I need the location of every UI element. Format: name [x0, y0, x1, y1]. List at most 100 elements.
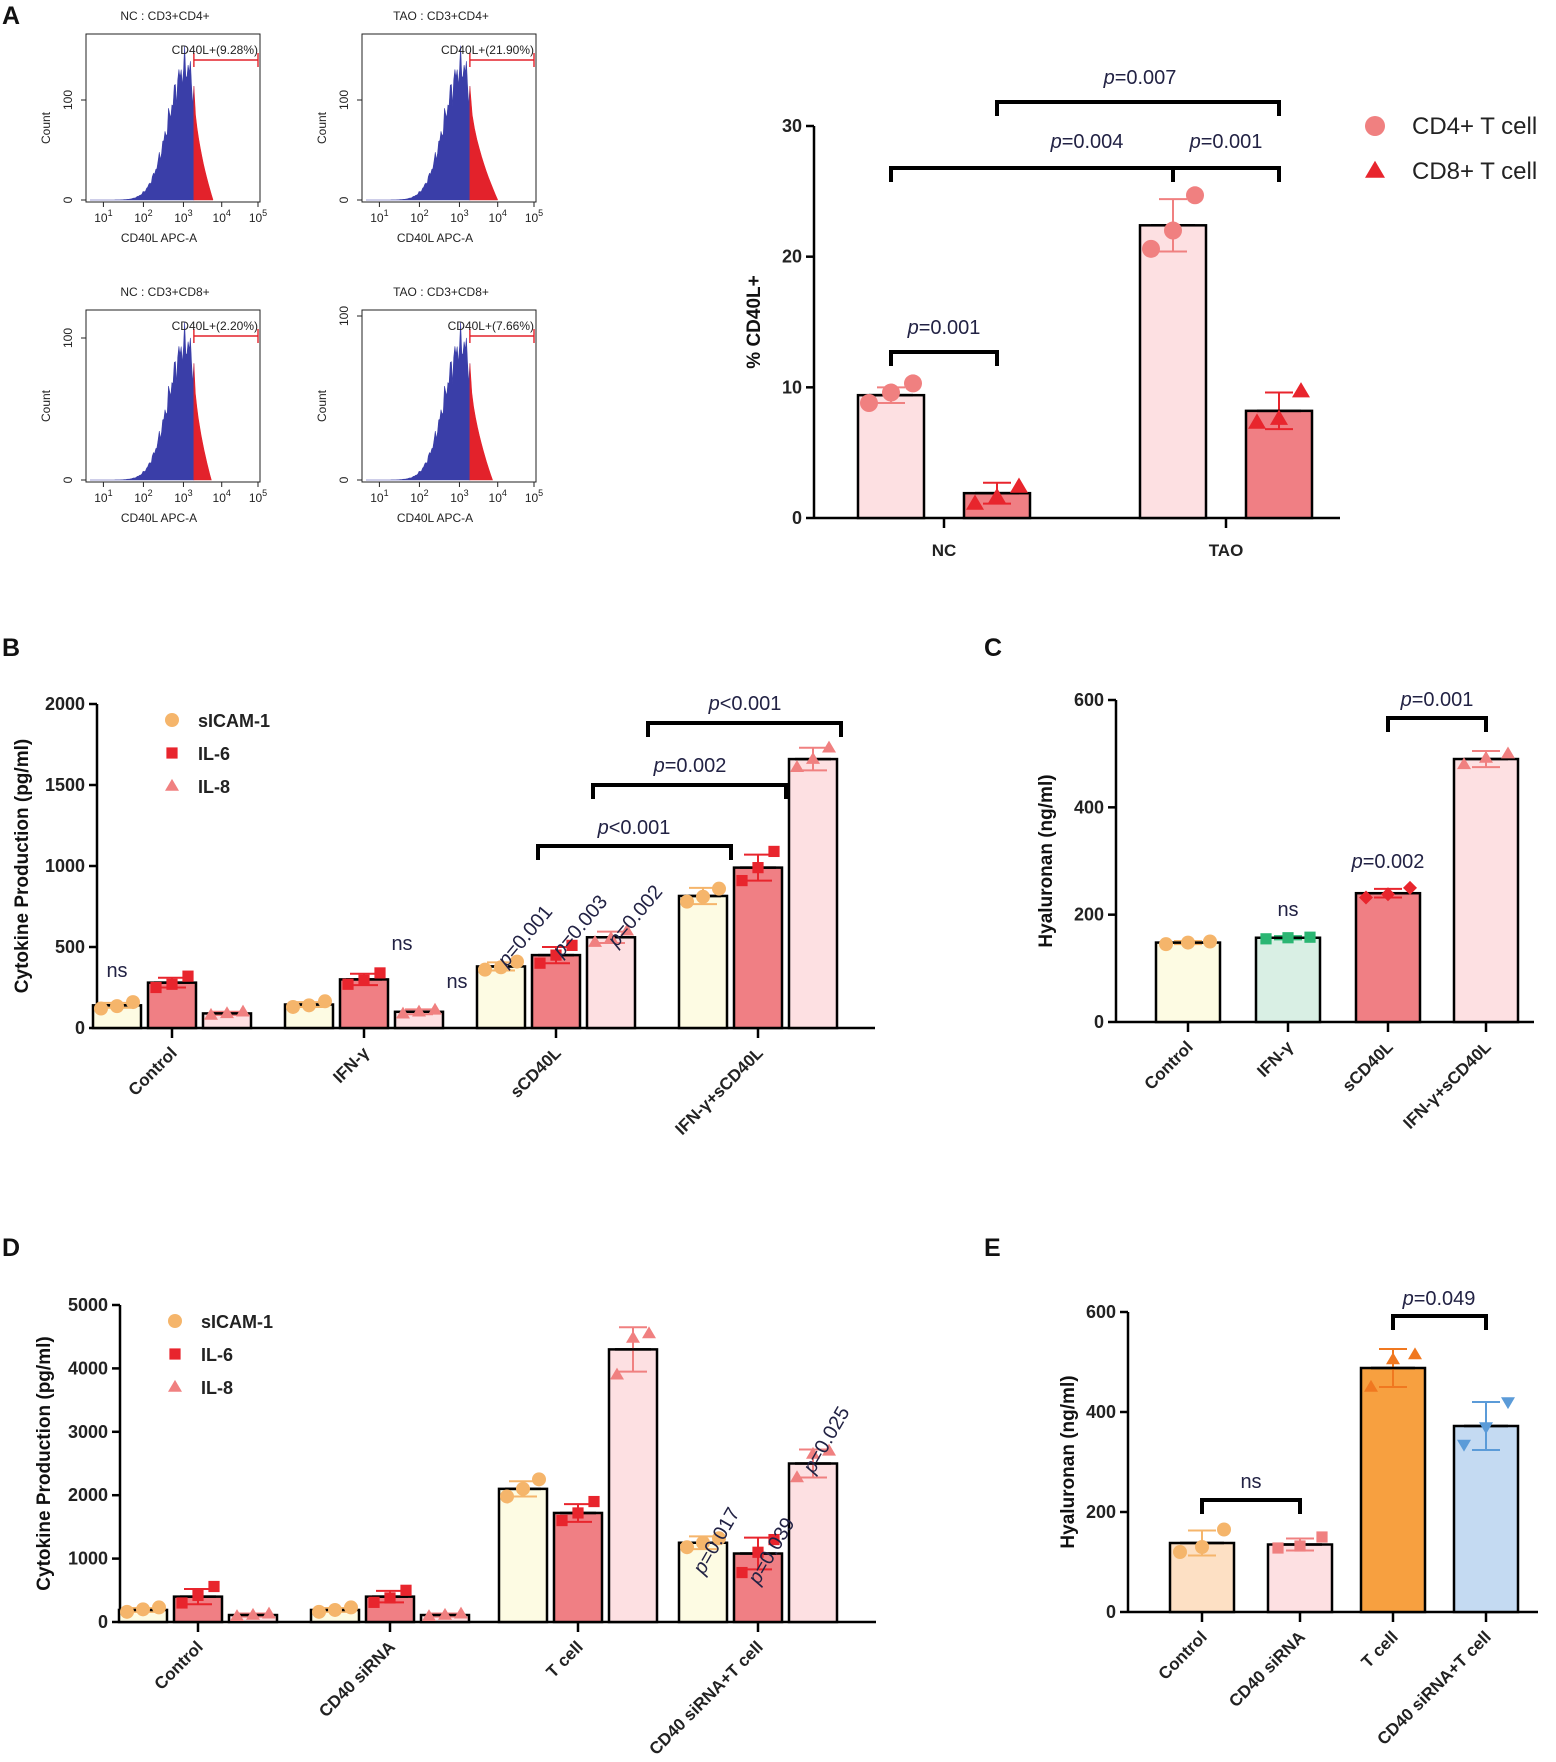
e-bar-3 — [1452, 1424, 1520, 1614]
b-point-0-2-0 — [478, 962, 492, 977]
b-ann-p-3: p<0.001 — [597, 817, 671, 839]
b-bracket-0 — [536, 844, 733, 860]
flow-ylabel-1: Count — [315, 111, 329, 144]
b-point-2-3-0 — [790, 760, 804, 772]
flow-gate-label-0: CD40L+(9.28%) — [172, 43, 258, 57]
abar-p-tao: p=0.001 — [1189, 131, 1263, 153]
b-bar-2-2 — [585, 936, 637, 1030]
e-category-1: CD40 siRNA — [1225, 1627, 1309, 1711]
c-ann-p-0-p: p — [1351, 851, 1363, 873]
c-bar-3 — [1452, 757, 1520, 1024]
abar-bracket-cd4 — [889, 166, 1281, 182]
flow-histogram-positive-3 — [469, 363, 493, 481]
e-ann-p-0-p: p — [1402, 1288, 1414, 1310]
abar-p-nc-value: =0.001 — [919, 317, 981, 339]
c-category-2: sCD40L — [1339, 1037, 1397, 1095]
flow-plot-title-0: NC : CD3+CD4+ — [120, 9, 209, 23]
panel-letter-c: C — [984, 634, 1002, 662]
flow-ytick-label-3-1: 100 — [337, 306, 351, 326]
b-point-2-2-1 — [604, 930, 618, 943]
b-point-1-0-1 — [166, 978, 178, 990]
d-point-2-0-1 — [246, 1607, 260, 1620]
flow-xtick-exp-0-1: 2 — [148, 208, 153, 218]
flow-xtick-exp-1-4: 5 — [538, 208, 543, 218]
d-point-1-1-2 — [400, 1584, 412, 1596]
abar-point-1-1-0 — [1248, 413, 1266, 429]
b-point-1-2-2 — [566, 939, 578, 951]
e-bar-2 — [1359, 1366, 1427, 1614]
d-ylabel: Cytokine Production (pg/ml) — [34, 1336, 55, 1590]
c-point-2-1 — [1381, 887, 1395, 902]
flow-ylabel-0: Count — [39, 111, 53, 144]
flow-xtick-exp-2-3: 4 — [226, 488, 231, 498]
b-point-1-0-2 — [182, 970, 194, 982]
b-ann-ns-0-value: ns — [106, 960, 127, 982]
flow-xtick-exp-0-0: 1 — [108, 208, 113, 218]
d-point-1-2-1 — [572, 1507, 584, 1519]
d-point-0-1-2 — [344, 1600, 358, 1615]
abar-point-1-1-1 — [1270, 409, 1288, 425]
b-legend-marker-2 — [165, 778, 179, 791]
b-category-1: IFN-γ — [329, 1043, 373, 1087]
c-yaxis-tick-label-1: 200 — [1074, 905, 1104, 925]
e-point-1-1 — [1294, 1540, 1306, 1552]
b-point-2-1-0 — [396, 1006, 410, 1019]
c-point-0-0 — [1159, 937, 1173, 952]
b-point-2-0-2 — [236, 1004, 250, 1017]
abar-p-cd4-p: p — [1050, 131, 1062, 153]
e-point-2-2 — [1408, 1347, 1422, 1360]
panel-letter-b: B — [2, 634, 20, 662]
e-ann-ns: ns — [1240, 1471, 1261, 1493]
c-bar-0 — [1154, 941, 1222, 1024]
abar-yaxis-tick-label-1: 10 — [782, 377, 802, 397]
b-ann-ns-1-value: ns — [391, 933, 412, 955]
e-point-1-0 — [1272, 1542, 1284, 1554]
flow-xtick-label-0-4: 105 — [249, 208, 267, 225]
abar-point-0-1-0 — [1142, 239, 1160, 258]
flow-xtick-exp-0-4: 5 — [262, 208, 267, 218]
d-yaxis-tick-label-3: 3000 — [68, 1422, 108, 1442]
c-yaxis-tick-label-2: 400 — [1074, 797, 1104, 817]
c-point-0-1 — [1181, 935, 1195, 950]
flow-histogram-negative-3 — [366, 321, 471, 481]
flow-ylabel-3: Count — [315, 389, 329, 422]
b-point-0-2-2 — [510, 954, 524, 969]
flow-xtick-label-2-1: 102 — [134, 488, 152, 505]
b-point-2-1-2 — [428, 1002, 442, 1015]
d-point-1-3-2 — [768, 1533, 780, 1546]
flow-xlabel-3: CD40L APC-A — [397, 511, 473, 525]
b-point-1-1-0 — [342, 978, 354, 990]
flow-xlabel-1: CD40L APC-A — [397, 231, 473, 245]
flow-xtick-label-3-2: 103 — [450, 488, 468, 505]
d-category-3: CD40 siRNA+T cell — [645, 1637, 766, 1758]
d-legend-marker-0 — [168, 1314, 182, 1328]
b-point-0-3-0 — [680, 894, 694, 909]
flow-xtick-exp-2-0: 1 — [108, 488, 113, 498]
b-point-0-1-2 — [318, 994, 332, 1009]
b-ann-p-5-p: p — [708, 693, 720, 715]
abar-legend-label-0: CD4+ T cell — [1412, 113, 1537, 140]
b-point-2-0-0 — [204, 1007, 218, 1020]
c-ann-p-0: p=0.002 — [1351, 851, 1425, 873]
flow-xtick-exp-1-2: 3 — [464, 208, 469, 218]
b-point-1-3-1 — [752, 862, 764, 874]
b-legend-label-2: IL-8 — [198, 777, 230, 797]
c-point-3-1 — [1479, 750, 1493, 763]
flow-xtick-exp-1-0: 1 — [384, 208, 389, 218]
d-point-1-1-0 — [368, 1596, 380, 1608]
flow-histogram-positive-0 — [193, 86, 214, 201]
abar-yaxis-tick-label-2: 20 — [782, 247, 802, 267]
flow-xtick-label-0-0: 101 — [94, 208, 112, 225]
abar-category-0: NC — [932, 541, 957, 560]
c-bar-1 — [1254, 936, 1322, 1024]
flow-plot-0: NC : CD3+CD4+ CD40L+(9.28%) 0 100 Count 101 10… — [39, 9, 267, 245]
d-point-1-3-0 — [736, 1566, 748, 1579]
b-yaxis-tick-label-0: 0 — [75, 1018, 85, 1038]
b-point-1-1-2 — [374, 967, 386, 979]
b-ann-ns-0: ns — [106, 960, 127, 982]
d-point-2-0-2 — [262, 1606, 276, 1619]
c-ylabel: Hyaluronan (ng/ml) — [1036, 774, 1057, 947]
b-point-2-2-2 — [620, 923, 634, 936]
b-point-2-0-1 — [220, 1006, 234, 1019]
